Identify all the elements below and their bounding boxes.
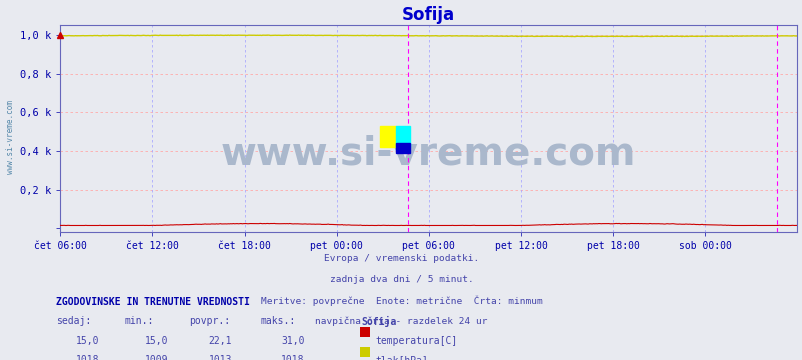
Bar: [396, 143, 409, 153]
Text: povpr.:: povpr.:: [188, 316, 229, 326]
Text: Evropa / vremenski podatki.: Evropa / vremenski podatki.: [323, 254, 479, 263]
Text: 1018: 1018: [281, 355, 304, 360]
Text: 31,0: 31,0: [281, 336, 304, 346]
Text: 1009: 1009: [144, 355, 168, 360]
Text: www.si-vreme.com: www.si-vreme.com: [221, 135, 636, 172]
Text: maks.:: maks.:: [261, 316, 296, 326]
Text: Meritve: povprečne  Enote: metrične  Črta: minmum: Meritve: povprečne Enote: metrične Črta:…: [261, 296, 541, 306]
Text: navpična črta - razdelek 24 ur: navpična črta - razdelek 24 ur: [315, 316, 487, 326]
Text: 22,1: 22,1: [209, 336, 232, 346]
Text: 1013: 1013: [209, 355, 232, 360]
Text: 1018: 1018: [76, 355, 99, 360]
Text: temperatura[C]: temperatura[C]: [375, 336, 457, 346]
Text: Sofija: Sofija: [361, 316, 396, 327]
Text: tlak[hPa]: tlak[hPa]: [375, 355, 428, 360]
Title: Sofija: Sofija: [402, 6, 455, 24]
Text: www.si-vreme.com: www.si-vreme.com: [6, 100, 15, 174]
Text: min.:: min.:: [124, 316, 154, 326]
Text: 15,0: 15,0: [144, 336, 168, 346]
Text: zadnja dva dni / 5 minut.: zadnja dva dni / 5 minut.: [329, 275, 473, 284]
Bar: [396, 126, 409, 147]
Bar: [379, 126, 396, 147]
Text: 15,0: 15,0: [76, 336, 99, 346]
Text: ZGODOVINSKE IN TRENUTNE VREDNOSTI: ZGODOVINSKE IN TRENUTNE VREDNOSTI: [56, 297, 249, 307]
Text: sedaj:: sedaj:: [56, 316, 91, 326]
